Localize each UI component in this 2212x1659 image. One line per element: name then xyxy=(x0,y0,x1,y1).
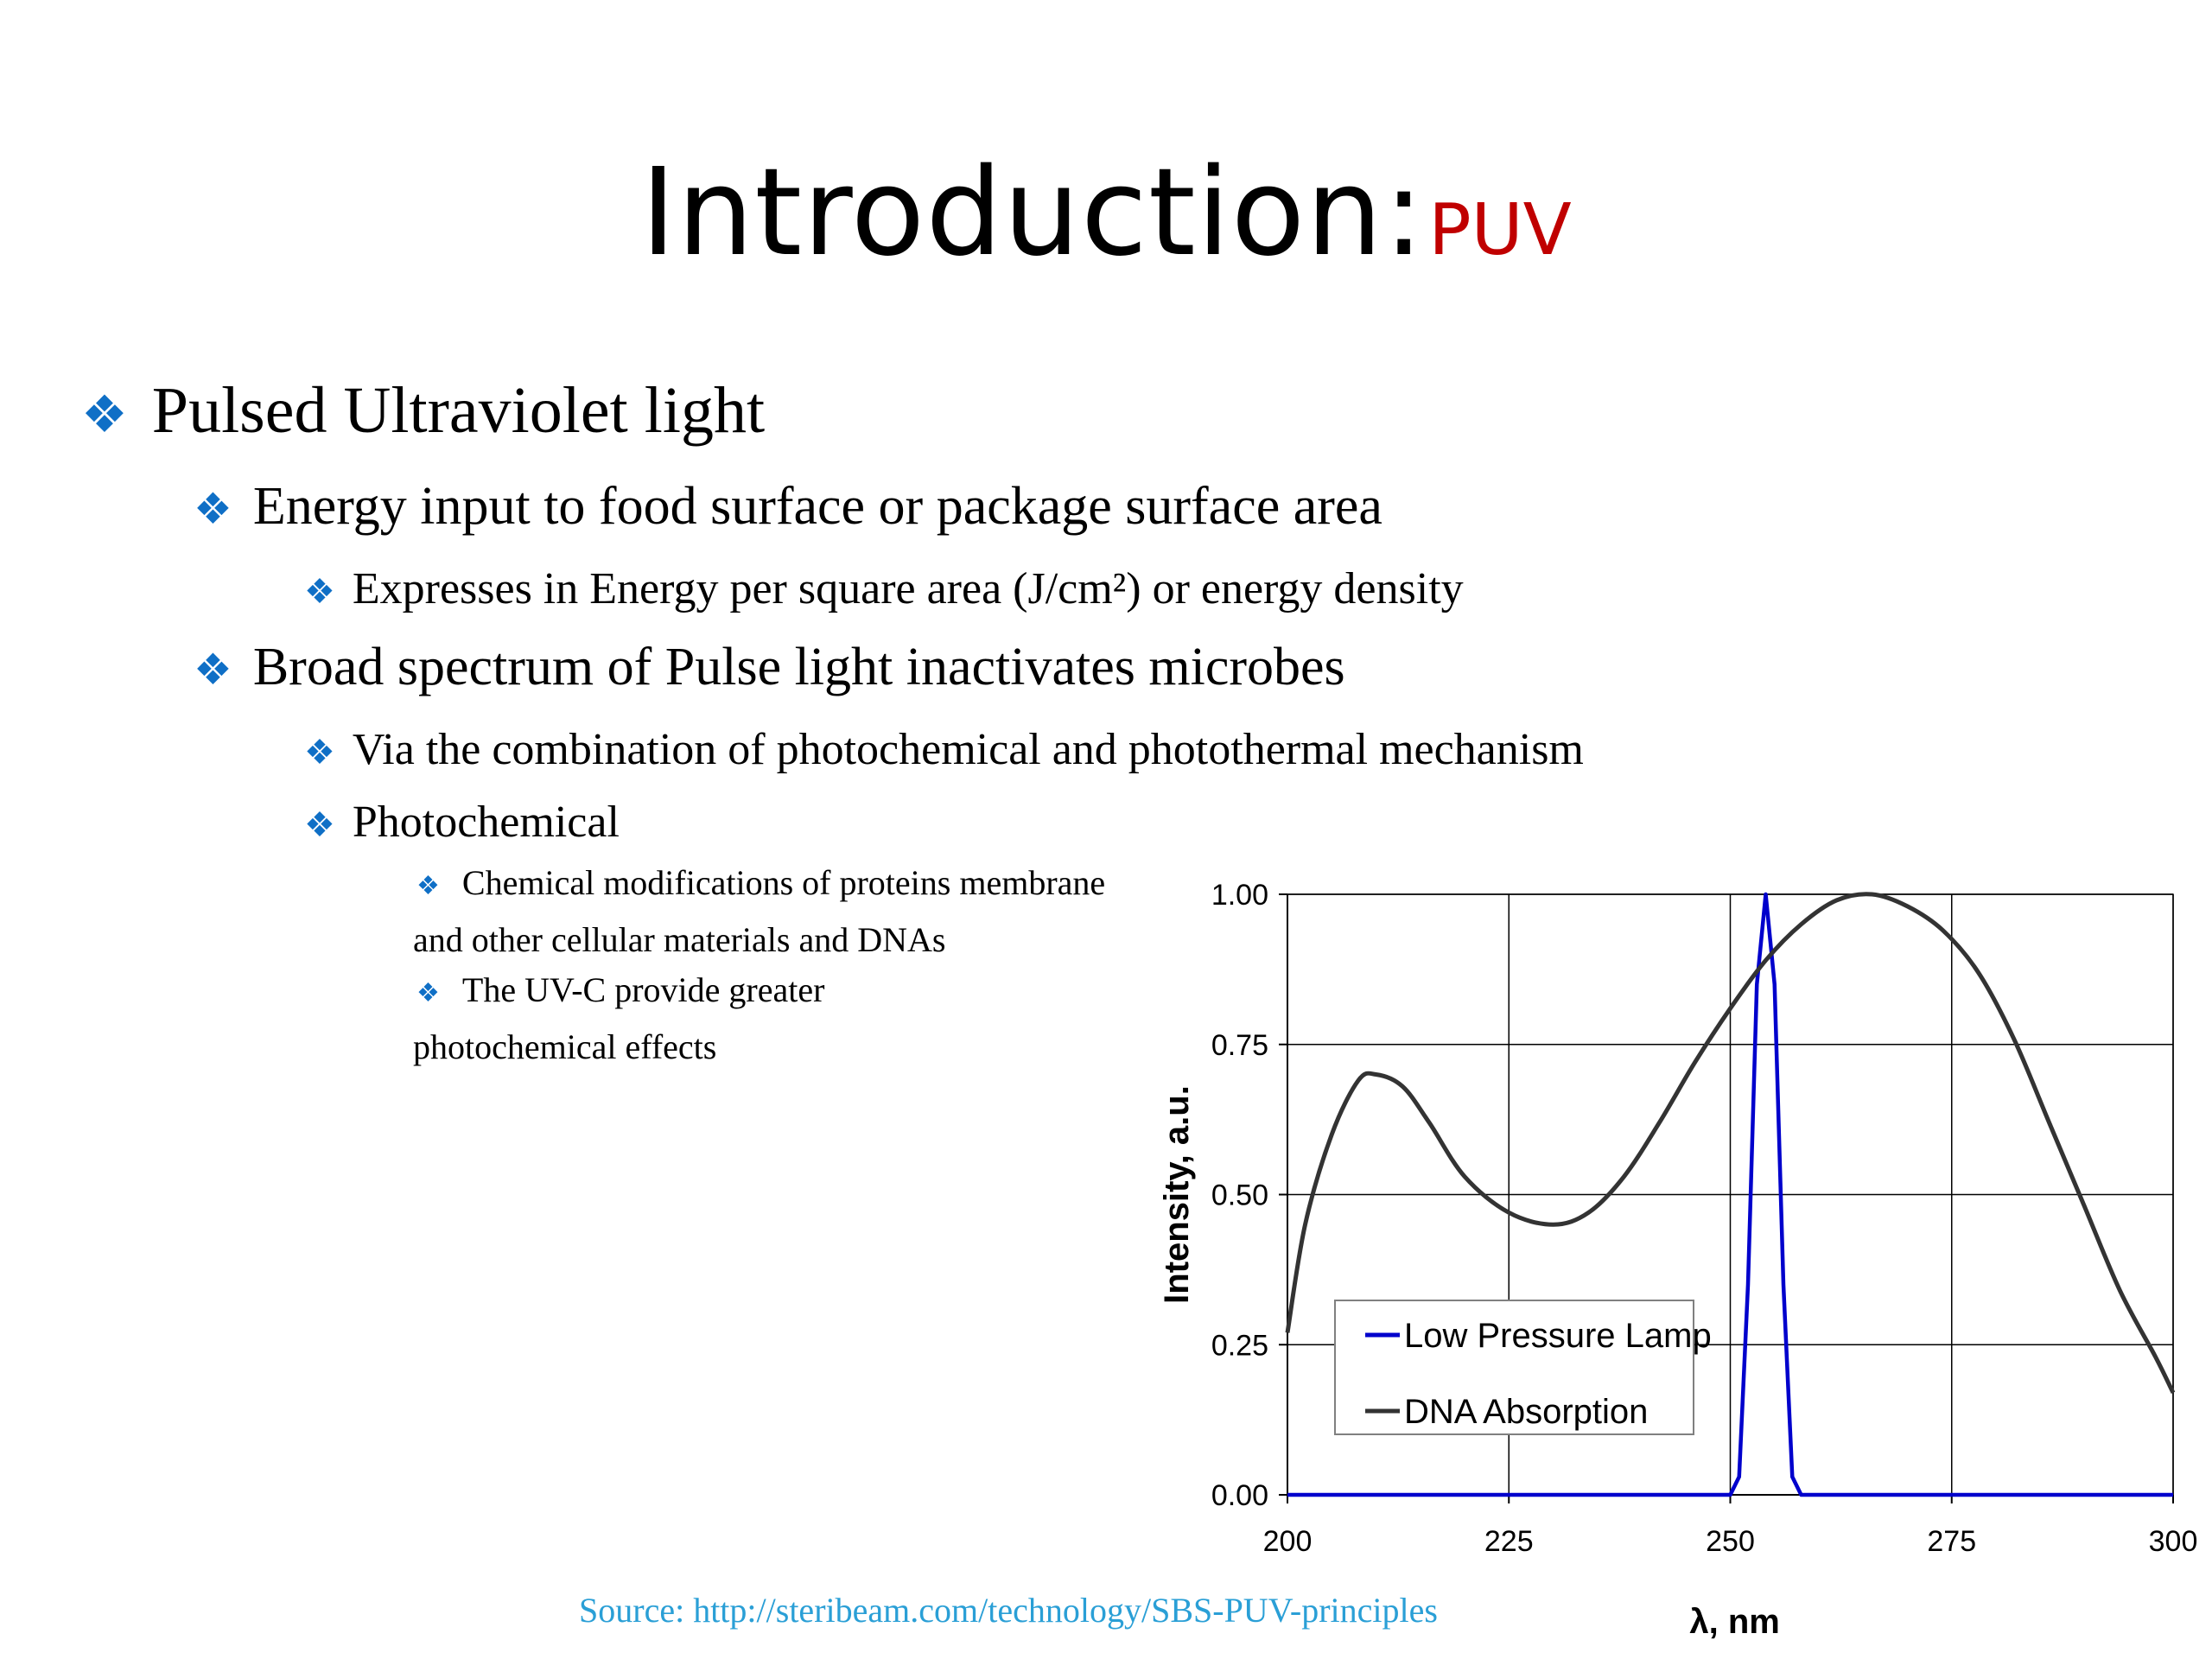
diamond-bullet-icon: ❖ xyxy=(304,572,335,611)
diamond-bullet-icon: ❖ xyxy=(304,733,335,772)
y-tick-label: 0.00 xyxy=(1211,1479,1268,1512)
bullet-text-line1: The UV-C provide greater xyxy=(461,970,825,1009)
diamond-bullet-icon: ❖ xyxy=(81,386,128,443)
legend-label: Low Pressure Lamp xyxy=(1404,1317,1712,1355)
legend-label: DNA Absorption xyxy=(1404,1393,1648,1431)
bullet-text-line2: and other cellular materials and DNAs xyxy=(413,920,946,959)
bullet-photochemical: ❖ Photochemical xyxy=(304,797,620,848)
bullet-text: Energy input to food surface or package … xyxy=(252,477,1382,536)
title-text: Introduction: xyxy=(640,143,1426,283)
diamond-bullet-icon: ❖ xyxy=(416,872,440,900)
bullet-pulsed-uv: ❖ Pulsed Ultraviolet light xyxy=(81,373,765,448)
y-axis-label: Intensity, a.u. xyxy=(1158,1085,1196,1304)
bullet-text: Pulsed Ultraviolet light xyxy=(151,374,766,447)
bullet-energy-input: ❖ Energy input to food surface or package… xyxy=(194,476,1382,537)
x-axis-label: λ, nm xyxy=(1689,1603,1779,1641)
bullet-via-combination: ❖ Via the combination of photochemical an… xyxy=(304,724,1584,775)
diamond-bullet-icon: ❖ xyxy=(304,805,335,844)
x-tick-label: 225 xyxy=(1484,1525,1534,1558)
bullet-uvc: ❖ The UV-C provide greater photochemical … xyxy=(413,963,824,1074)
bullet-text: Expresses in Energy per square area (J/c… xyxy=(352,564,1464,613)
y-tick-label: 1.00 xyxy=(1211,879,1268,912)
diamond-bullet-icon: ❖ xyxy=(194,645,232,694)
low-pressure-lampseries-line xyxy=(1287,892,2173,1497)
y-tick-label: 0.75 xyxy=(1211,1029,1268,1062)
bullet-text: Via the combination of photochemical and… xyxy=(352,725,1584,774)
y-tick-label: 0.50 xyxy=(1211,1179,1268,1212)
bullet-text-line2: photochemical effects xyxy=(413,1027,717,1066)
bullet-text: Broad spectrum of Pulse light inactivate… xyxy=(252,638,1345,696)
bullet-text: Photochemical xyxy=(352,798,620,847)
diamond-bullet-icon: ❖ xyxy=(194,485,232,533)
x-tick-label: 250 xyxy=(1706,1525,1755,1558)
title-accent: PUV xyxy=(1428,189,1572,271)
dna-absorptionseries-line xyxy=(1285,892,2176,1394)
x-tick-label: 200 xyxy=(1263,1525,1313,1558)
source-citation: Source: http://steribeam.com/technology/… xyxy=(579,1591,1438,1630)
bullet-text-line1: Chemical modifications of proteins membr… xyxy=(461,863,1106,902)
x-tick-label: 275 xyxy=(1927,1525,1976,1558)
slide-title: Introduction: PUV xyxy=(0,143,2212,283)
bullet-broad-spectrum: ❖ Broad spectrum of Pulse light inactivat… xyxy=(194,637,1345,698)
bullet-chemical-modifications: ❖ Chemical modifications of proteins memb… xyxy=(413,856,1165,967)
spectrum-chart: 200 225 250 275 300 0.00 0.25 0.50 0.75 1.00 λ, nm… xyxy=(1158,879,2198,1641)
x-tick-label: 300 xyxy=(2149,1525,2198,1558)
bullet-expresses: ❖ Expresses in Energy per square area (J/… xyxy=(304,563,1464,614)
y-tick-label: 0.25 xyxy=(1211,1329,1268,1362)
diamond-bullet-icon: ❖ xyxy=(416,979,440,1007)
